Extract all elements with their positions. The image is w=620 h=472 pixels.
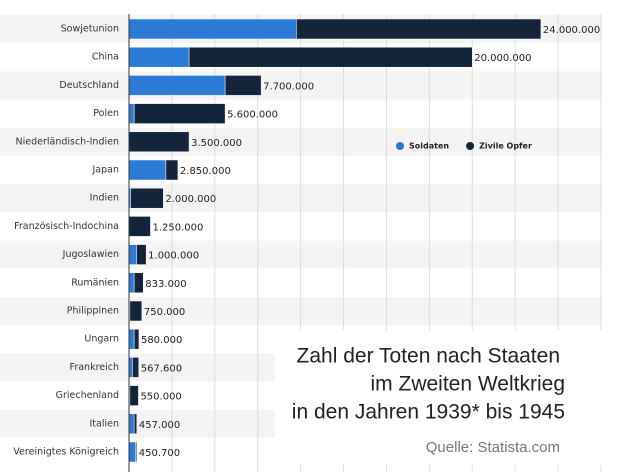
bar-segment — [129, 300, 143, 322]
legend-marker — [466, 142, 475, 150]
value-label: 550.000 — [140, 392, 181, 403]
bar-segment — [128, 328, 135, 350]
bar-segment — [132, 357, 139, 378]
legend-label: Soldaten — [409, 142, 449, 151]
bar-segment — [128, 244, 137, 265]
value-label: 450.700 — [139, 448, 180, 459]
value-label: 567.600 — [141, 363, 182, 374]
bar-segment — [188, 46, 473, 68]
value-label: 1.000.000 — [148, 251, 199, 262]
bar-segment — [128, 441, 136, 463]
value-label: 3.500.000 — [191, 138, 242, 149]
category-label: Philippinen — [67, 306, 119, 317]
category-label: Ungarn — [84, 334, 119, 345]
title-line: in den Jahren 1939* bis 1945 — [292, 401, 565, 424]
value-label: 20.000.000 — [474, 53, 531, 64]
bar-segment — [128, 131, 190, 153]
bar-segment — [133, 272, 144, 294]
category-label: Griechenland — [56, 390, 119, 401]
category-label: Niederländisch-Indien — [15, 136, 119, 147]
category-label: Rumänien — [71, 277, 119, 288]
value-label: 1.250.000 — [152, 222, 203, 233]
bar-segment — [128, 103, 135, 124]
value-label: 750.000 — [144, 307, 185, 318]
legend-marker — [396, 142, 404, 150]
category-label: Deutschland — [59, 80, 119, 91]
value-label: 2.850.000 — [180, 166, 231, 177]
bar-segment — [128, 357, 133, 378]
bar-segment — [128, 46, 190, 68]
title-line: im Zweiten Weltkrieg — [371, 373, 566, 396]
category-label: Französisch-Indochina — [14, 221, 119, 232]
bar-segment — [296, 18, 542, 40]
bar-segment — [133, 328, 140, 350]
category-label: Polen — [93, 108, 119, 119]
value-label: 7.700.000 — [263, 81, 314, 92]
value-label: 580.000 — [141, 335, 182, 346]
category-label: Frankreich — [70, 362, 119, 373]
bar-segment — [165, 159, 179, 181]
category-label: Jugoslawien — [62, 249, 119, 260]
category-label: Vereinigtes Königreich — [13, 447, 119, 458]
bar-segment — [128, 18, 297, 40]
bar-segment — [128, 216, 151, 237]
bar-segment — [136, 244, 147, 265]
bar-segment — [130, 187, 164, 209]
category-label: Sowjetunion — [61, 24, 119, 35]
bar-segment — [135, 441, 137, 463]
value-label: 24.000.000 — [543, 25, 600, 36]
title-line: Zahl der Toten nach Staaten — [297, 345, 560, 368]
bar-segment — [128, 272, 135, 294]
value-label: 2.000.000 — [165, 194, 216, 205]
bar-segment — [129, 385, 139, 406]
category-label: Japan — [92, 165, 120, 176]
bar-segment — [133, 413, 138, 435]
category-label: Italien — [90, 418, 120, 429]
bar-segment — [128, 413, 135, 435]
title-box — [275, 330, 615, 465]
value-label: 5.600.000 — [227, 110, 278, 121]
value-label: 833.000 — [145, 279, 186, 290]
source: Quelle: Statista.com — [426, 439, 560, 456]
category-label: Indien — [90, 193, 119, 204]
legend-label: Zivile Opfer — [479, 142, 532, 151]
category-label: China — [92, 52, 119, 63]
bar-segment — [224, 75, 262, 96]
bar-segment — [128, 159, 167, 181]
bar-segment — [128, 75, 226, 96]
bar-segment — [133, 103, 226, 124]
value-label: 457.000 — [139, 420, 180, 431]
